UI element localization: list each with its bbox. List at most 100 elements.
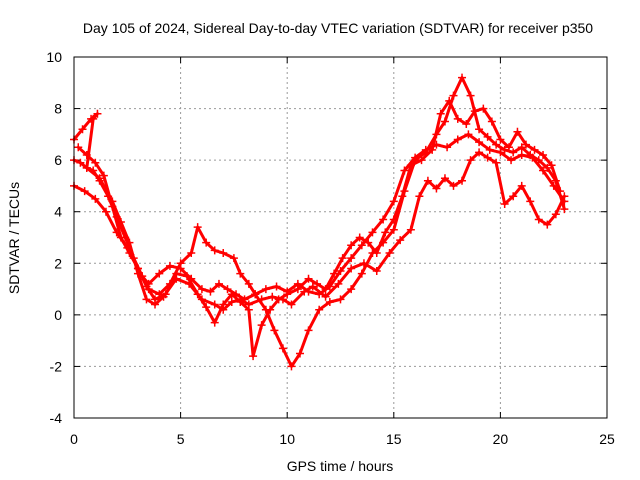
data-point [193,290,202,299]
data-point [368,228,377,237]
data-point [210,318,219,327]
data-point [543,220,552,229]
data-point [462,120,471,129]
x-tick-label: 5 [177,431,185,447]
data-point [244,279,253,288]
plot-frame [73,56,608,419]
data-point [466,91,475,100]
data-point [95,174,104,183]
data-point [458,176,467,185]
data-point [530,145,539,154]
y-tick-label: 0 [54,307,62,323]
data-point [485,145,494,154]
data-point [161,290,170,299]
data-point [389,197,398,206]
data-point [283,290,292,299]
data-point [336,295,345,304]
data-point [206,287,215,296]
data-point [155,269,164,278]
series-line [72,112,566,312]
data-point [347,285,356,294]
data-point [287,362,296,371]
data-point [517,150,526,159]
data-point [321,292,330,301]
data-point [556,187,565,196]
data-point [236,297,245,306]
data-point [479,104,488,113]
y-tick-label: -2 [50,358,63,374]
data-point [464,130,473,139]
data-point [295,349,304,358]
x-tick-label: 10 [279,431,295,447]
data-series [70,73,569,371]
data-point [443,143,452,152]
y-tick-label: 8 [54,101,62,117]
data-point [453,135,462,144]
data-point [526,150,535,159]
data-point [142,295,151,304]
data-point [99,171,108,180]
data-point [274,295,283,304]
y-axis-label: SDTVAR / TECUs [6,182,22,294]
y-tick-label: 2 [54,255,62,271]
chart-title: Day 105 of 2024, Sidereal Day-to-day VTE… [83,20,593,36]
data-point [440,174,449,183]
data-point [347,241,356,250]
data-point [325,297,334,306]
data-point [151,295,160,304]
data-point [91,158,100,167]
series-trace-2 [70,109,569,314]
data-point [398,192,407,201]
data-point [534,156,543,165]
data-point [336,267,345,276]
data-point [539,150,548,159]
data-point [492,140,501,149]
data-point [82,163,91,172]
y-tick-label: -4 [50,410,63,426]
data-point [500,145,509,154]
data-point [193,223,202,232]
data-point [440,117,449,126]
data-point [334,279,343,288]
series-trace-4 [74,96,565,361]
data-point [483,132,492,141]
data-point [396,236,405,245]
data-point [330,269,339,278]
data-point [187,248,196,257]
data-point [560,205,569,214]
data-point [304,326,313,335]
data-point [364,238,373,247]
data-point [197,285,206,294]
data-point [142,282,151,291]
data-point [176,259,185,268]
data-point [372,248,381,257]
data-point [278,344,287,353]
x-tick-label: 0 [70,431,78,447]
data-point [507,156,516,165]
data-point [517,181,526,190]
data-point [210,300,219,309]
data-point [551,210,560,219]
data-point [236,269,245,278]
data-point [80,187,89,196]
data-point [500,199,509,208]
data-point [116,218,125,227]
data-point [91,194,100,203]
data-point [125,238,134,247]
data-point [385,248,394,257]
data-point [449,181,458,190]
data-point [406,161,415,170]
data-point [475,125,484,134]
x-tick-label: 20 [493,431,509,447]
data-point [219,300,228,309]
data-point [436,109,445,118]
data-point [372,267,381,276]
data-point [257,321,266,330]
data-point [315,305,324,314]
data-point [521,140,530,149]
data-point [133,264,142,273]
data-point [357,241,366,250]
data-point [475,138,484,147]
data-point [415,192,424,201]
